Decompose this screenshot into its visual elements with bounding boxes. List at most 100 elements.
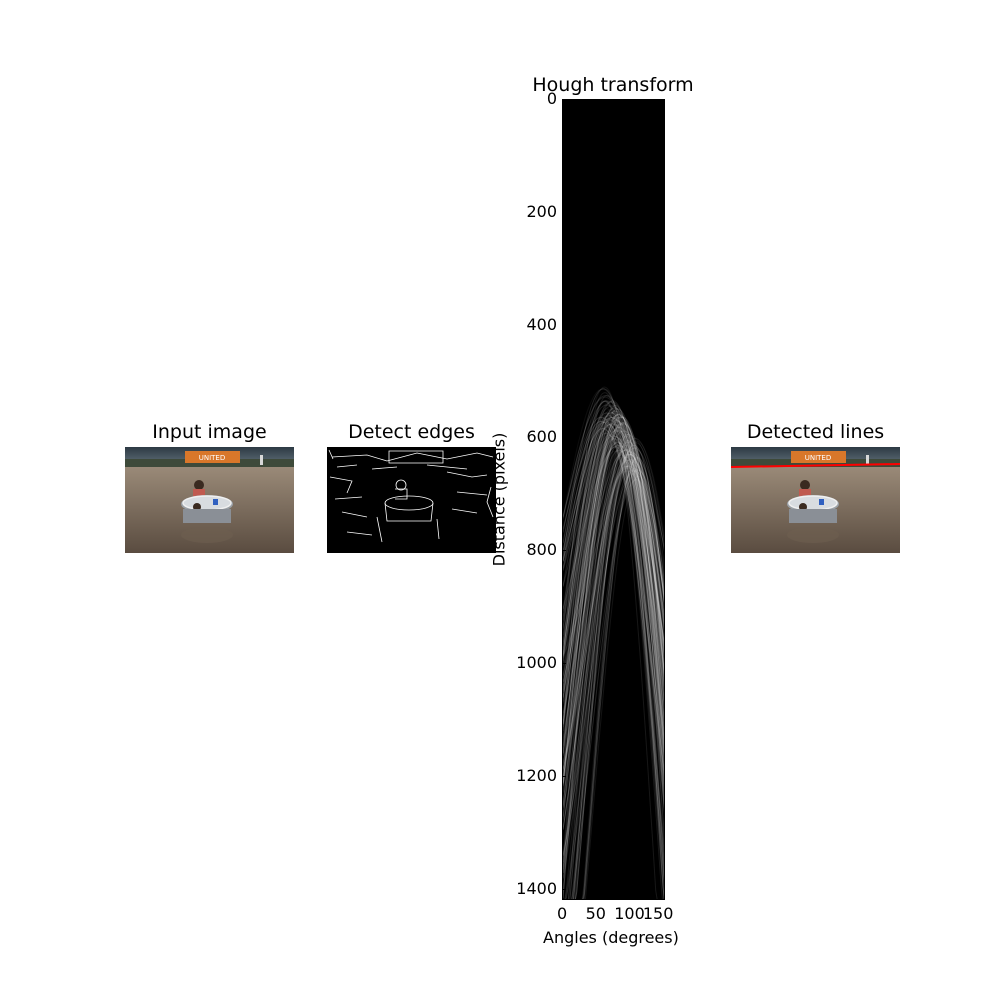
- hough-chart-title: Hough transform: [532, 74, 694, 96]
- hough-sinusoid: [563, 461, 664, 692]
- hough-y-tick: [562, 775, 566, 777]
- input-image: UNITED: [125, 447, 294, 553]
- hough-sinusoid: [563, 426, 664, 898]
- hough-sinusoid: [563, 450, 664, 785]
- hough-sinusoid: [563, 453, 664, 873]
- hough-sinusoid: [563, 416, 664, 746]
- hough-sinusoid: [573, 456, 664, 899]
- hough-y-tick-label: 1200: [516, 765, 557, 785]
- hough-sinusoid: [581, 473, 664, 899]
- hough-sinusoid: [571, 469, 664, 899]
- detected-lines-image: UNITED: [731, 447, 900, 553]
- hough-sinusoid: [563, 447, 664, 764]
- hough-sinusoid: [563, 408, 664, 728]
- hough-sinusoid: [563, 404, 664, 708]
- hough-sinusoid: [583, 456, 664, 899]
- hough-sinusoid: [563, 416, 664, 787]
- hough-sinusoid: [563, 445, 664, 776]
- hough-sinusoid: [563, 437, 664, 770]
- hough-sinusoid: [563, 388, 664, 737]
- hough-sinusoid: [563, 422, 664, 698]
- hough-sinusoid: [563, 395, 664, 678]
- hough-sinusoid: [563, 443, 664, 899]
- hough-y-tick: [562, 550, 566, 552]
- hough-x-tick-label: 50: [585, 904, 606, 923]
- hough-sinusoid: [563, 416, 664, 757]
- hough-sinusoid: [563, 421, 664, 783]
- hough-sinusoid: [563, 400, 664, 734]
- hough-y-tick-label: 800: [526, 540, 557, 560]
- hough-sinusoid: [563, 420, 664, 803]
- hough-sinusoid: [563, 446, 664, 721]
- hough-sinusoid: [563, 427, 664, 775]
- hough-y-tick: [562, 888, 566, 890]
- hough-sinusoid: [563, 416, 664, 786]
- edges-image: [327, 447, 496, 553]
- hough-sinusoid: [563, 420, 664, 779]
- hough-sinusoid: [563, 449, 664, 683]
- hough-sinusoid: [563, 448, 664, 779]
- hough-sinusoid: [563, 445, 664, 820]
- hough-sinusoid: [563, 405, 664, 654]
- input-image-title: Input image: [152, 421, 267, 443]
- hough-x-tick-label: 150: [642, 904, 674, 923]
- hough-y-tick: [562, 324, 566, 326]
- hough-sinusoid: [563, 407, 664, 706]
- hough-sinusoid: [563, 464, 664, 656]
- hough-sinusoid: [563, 388, 664, 794]
- hough-sinusoid: [574, 453, 664, 899]
- hough-sinusoid: [565, 479, 664, 899]
- hough-y-tick: [562, 211, 566, 213]
- hough-sinusoid: [563, 430, 664, 739]
- hough-sinusoid: [563, 401, 664, 675]
- hough-sinusoid: [563, 415, 664, 815]
- hough-x-axis-label: Angles (degrees): [543, 928, 679, 947]
- hough-sinusoid: [563, 454, 664, 873]
- hough-sinusoid: [563, 424, 664, 884]
- hough-sinusoid: [563, 400, 658, 899]
- hough-sinusoid: [563, 394, 664, 867]
- hough-sinusoid: [563, 409, 664, 745]
- hough-sinusoid: [563, 438, 664, 687]
- hough-sinusoid: [563, 412, 664, 899]
- hough-sinusoid: [563, 416, 664, 698]
- hough-sinusoid: [563, 414, 664, 658]
- hough-y-tick: [562, 99, 566, 100]
- hough-sinusoid: [563, 453, 664, 714]
- detected-lines-title: Detected lines: [746, 421, 885, 443]
- hough-sinusoid: [563, 434, 664, 797]
- hough-x-tick-label: 100: [614, 904, 645, 923]
- hough-sinusoid: [563, 435, 664, 658]
- hough-sinusoid: [563, 453, 664, 867]
- hough-sinusoid: [569, 433, 664, 899]
- hough-x-tick: [590, 896, 592, 900]
- hough-y-tick-label: 600: [526, 427, 557, 447]
- hough-y-tick-label: 400: [526, 314, 557, 334]
- hough-sinusoid: [563, 426, 664, 659]
- hough-accumulator-plot: [562, 99, 665, 900]
- hough-sinusoid: [563, 424, 664, 892]
- hough-x-tick: [647, 896, 649, 900]
- hough-sinusoid: [563, 400, 664, 646]
- hough-sinusoid: [564, 433, 664, 899]
- hough-sinusoid: [563, 429, 664, 631]
- hough-sinusoid: [564, 442, 664, 899]
- hough-sinusoid: [563, 430, 664, 809]
- hough-y-tick-label: 1000: [516, 653, 557, 673]
- hough-sinusoid: [582, 468, 664, 899]
- hough-sinusoid: [563, 459, 664, 863]
- svg-text:UNITED: UNITED: [199, 454, 226, 462]
- hough-sinusoid: [563, 423, 664, 739]
- hough-x-tick: [619, 896, 621, 900]
- hough-sinusoid: [571, 444, 664, 899]
- hough-sinusoid: [568, 444, 664, 899]
- hough-sinusoid: [563, 454, 664, 762]
- hough-sinusoid: [563, 441, 664, 821]
- hough-sinusoid: [563, 410, 664, 772]
- hough-sinusoid: [563, 408, 664, 887]
- edges-image-title: Detect edges: [348, 421, 475, 443]
- hough-sinusoid: [563, 421, 664, 693]
- hough-sinusoid: [563, 465, 664, 830]
- hough-sinusoid: [572, 435, 664, 899]
- hough-sinusoid: [563, 442, 664, 693]
